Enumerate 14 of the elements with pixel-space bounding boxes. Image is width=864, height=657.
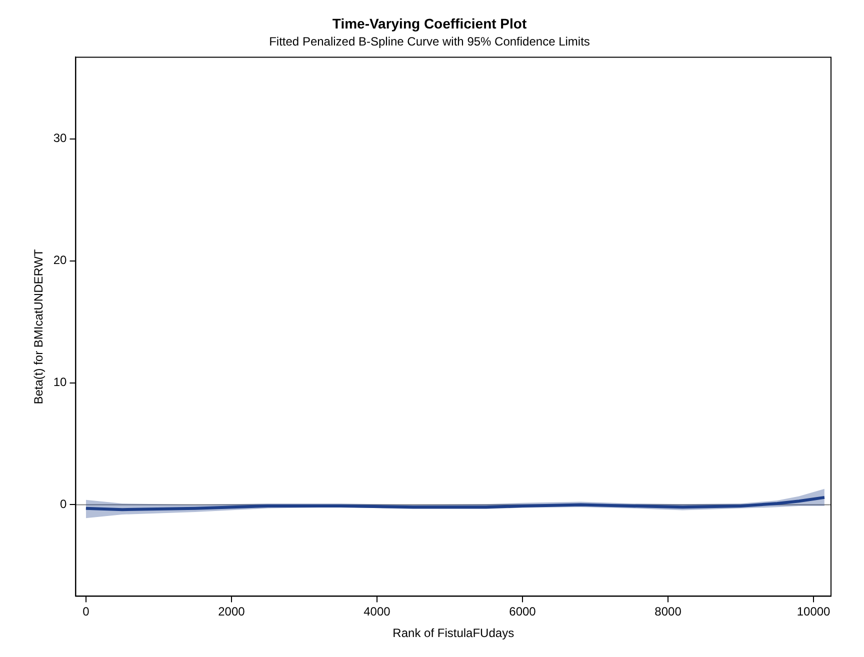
y-tick-label: 10 [53, 375, 68, 390]
y-tick-label: 20 [53, 253, 68, 268]
x-tick-label: 8000 [654, 604, 682, 619]
x-tick-label: 4000 [364, 604, 391, 619]
x-tick-label: 6000 [509, 604, 536, 619]
x-tick-label: 0 [82, 604, 90, 619]
x-tick-label: 2000 [218, 604, 246, 619]
x-tick-label: 10000 [796, 604, 831, 619]
y-tick-label: 0 [60, 497, 68, 512]
chart-title: Time-Varying Coefficient Plot [332, 15, 527, 32]
y-tick-label: 30 [53, 131, 68, 146]
chart-subtitle: Fitted Penalized B-Spline Curve with 95% Confidence Limits [269, 34, 590, 48]
y-axis-title: Beta(t) for BMIcatUNDERWT [32, 248, 46, 404]
x-axis-title: Rank of FistulaFUdays [392, 626, 514, 640]
